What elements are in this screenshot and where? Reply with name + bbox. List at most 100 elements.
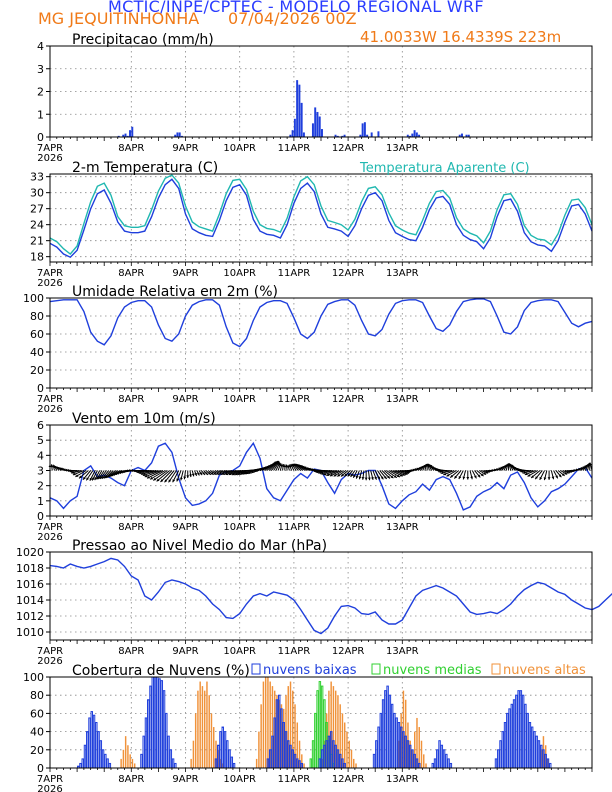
wind-arrow-head xyxy=(473,475,477,479)
x-tick-label: 12APR xyxy=(332,268,365,279)
cloud-bar-nuvens-baixas xyxy=(508,708,511,769)
wind-arrow xyxy=(156,470,171,482)
precip-bar xyxy=(361,123,364,137)
cloud-bar-nuvens-altas xyxy=(262,681,265,768)
precip-bar xyxy=(415,132,418,137)
wind-arrow-head xyxy=(72,472,76,476)
precip-bar xyxy=(117,135,120,137)
x-tick-label: 11APR xyxy=(278,646,311,657)
legend-swatch-orange xyxy=(491,663,501,675)
x-tick-label: 12APR xyxy=(332,143,365,154)
cloud-bar-nuvens-medias xyxy=(314,712,317,769)
cloud-bar-nuvens-baixas xyxy=(548,762,552,769)
cloud-bar-nuvens-altas xyxy=(131,758,134,768)
panel-frame xyxy=(49,173,593,263)
wind-arrow-head xyxy=(485,470,489,474)
wind-arrow-head xyxy=(127,469,131,472)
cloud-bar-nuvens-baixas xyxy=(501,731,505,769)
precip-bar xyxy=(311,123,314,137)
cloud-bar-nuvens-altas xyxy=(264,677,267,768)
y-tick-label: 1 xyxy=(37,495,44,508)
cloud-bar-nuvens-baixas xyxy=(519,690,523,769)
precip-bar xyxy=(298,84,301,137)
wind-arrow-head xyxy=(446,473,450,477)
cloud-bar-nuvens-altas xyxy=(289,681,292,768)
cloud-bar-nuvens-altas xyxy=(190,758,192,768)
precip-bar xyxy=(176,132,179,137)
cloud-bar-nuvens-altas xyxy=(398,740,400,768)
cloud-bar-nuvens-altas xyxy=(337,695,339,768)
cloud-bar-nuvens-altas xyxy=(418,727,420,768)
cloud-bar-nuvens-altas xyxy=(544,745,547,768)
cloud-bar-nuvens-altas xyxy=(294,704,296,768)
cloud-bar-nuvens-baixas xyxy=(447,758,450,769)
cloud-bar-nuvens-altas xyxy=(409,740,411,768)
x-tick-label: 11APR xyxy=(278,268,311,279)
cloud-bar-nuvens-baixas xyxy=(384,690,387,769)
cloud-bar-nuvens-altas xyxy=(413,731,416,768)
cloud-bar-nuvens-baixas xyxy=(503,722,507,769)
wind-arrow-head xyxy=(285,464,289,468)
wind-arrow-head xyxy=(527,473,531,477)
wind-arrow-head xyxy=(103,475,107,479)
precip-bar xyxy=(334,134,337,137)
y-tick-label: 100 xyxy=(23,671,44,684)
cloud-bar-nuvens-altas xyxy=(404,699,407,768)
wind-arrow-head xyxy=(323,472,327,476)
cloud-bar-nuvens-baixas xyxy=(381,699,385,769)
cloud-bar-nuvens-altas xyxy=(278,699,280,768)
x-tick-label: 9APR xyxy=(172,143,198,154)
x-tick-label: 11APR xyxy=(278,774,311,785)
wind-arrow-head xyxy=(160,479,164,482)
cloud-bar-nuvens-baixas xyxy=(153,676,157,769)
precip-bar xyxy=(461,133,463,137)
wind-arrow-head xyxy=(450,474,454,478)
x-tick-label: 10APR xyxy=(223,646,256,657)
x-tick-label: 11APR xyxy=(278,394,311,405)
wind-arrow-head xyxy=(524,472,528,476)
wind-arrow-head xyxy=(92,477,95,481)
x-tick-label: 13APR xyxy=(386,394,419,405)
wind-arrow-head xyxy=(156,478,160,482)
panel-title: Precipitacao (mm/h) xyxy=(72,32,214,48)
cloud-bar-nuvens-altas xyxy=(301,754,303,768)
wind-arrow-head xyxy=(531,475,535,478)
cloud-bar-nuvens-altas xyxy=(276,695,278,768)
precip-bar xyxy=(180,135,183,137)
wind-arrow-head xyxy=(281,464,285,467)
x-tick-label: 12APR xyxy=(332,522,365,533)
wind-arrow-head xyxy=(225,472,229,475)
y-tick-label: 27 xyxy=(30,203,44,216)
precip-bar xyxy=(131,126,134,137)
cloud-bar-nuvens-baixas xyxy=(521,694,525,769)
x-tick-label: 13APR xyxy=(386,774,419,785)
panel-frame xyxy=(49,424,593,517)
cloud-bar-nuvens-baixas xyxy=(83,744,87,769)
wind-arrow-head xyxy=(547,477,551,480)
wind-arrow-head xyxy=(561,473,565,476)
precip-bar xyxy=(126,135,129,137)
precip-bar xyxy=(418,134,421,137)
series-line-0 xyxy=(49,557,612,635)
y-tick-label: 18 xyxy=(30,251,44,264)
wind-arrow xyxy=(160,470,173,483)
wind-arrow-head xyxy=(326,473,330,476)
cloud-bar-nuvens-baixas xyxy=(526,712,529,769)
wind-arrow-head xyxy=(218,472,222,475)
cloud-bar-nuvens-baixas xyxy=(149,685,152,769)
wind-arrow-head xyxy=(199,472,203,476)
wind-arrow-head xyxy=(566,470,570,474)
cloud-bar-nuvens-altas xyxy=(122,749,125,768)
wind-arrow-head xyxy=(558,474,562,478)
cloud-bar-nuvens-altas xyxy=(255,758,258,768)
precip-bar xyxy=(302,132,305,137)
x-tick-label: 10APR xyxy=(223,522,256,533)
cloud-bar-nuvens-baixas xyxy=(99,740,103,769)
cloud-bar-nuvens-altas xyxy=(355,763,357,768)
cloud-bar-nuvens-baixas xyxy=(537,740,541,769)
cloud-bar-nuvens-altas xyxy=(416,717,418,768)
y-tick-label: 1010 xyxy=(16,626,44,639)
wind-arrow-head xyxy=(186,475,190,479)
precip-bar xyxy=(293,118,296,137)
cloud-bar-nuvens-altas xyxy=(330,681,332,768)
